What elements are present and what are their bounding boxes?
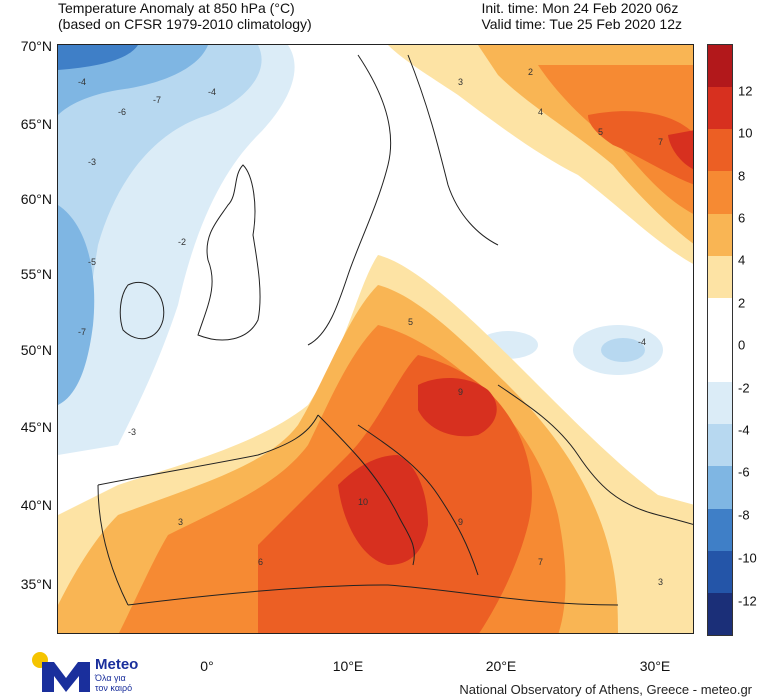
lat-label-40: 40°N [20, 497, 52, 513]
lat-label-50: 50°N [20, 342, 52, 358]
contour-label: 6 [258, 557, 263, 567]
init-time: Init. time: Mon 24 Feb 2020 06z [481, 0, 679, 16]
colorbar-segment [708, 45, 732, 88]
lat-label-55: 55°N [20, 266, 52, 282]
logo-sub-line-1: Όλα για [95, 673, 126, 683]
forecast-times: Init. time: Mon 24 Feb 2020 06z Valid ti… [481, 0, 682, 32]
colorbar-segment [708, 592, 732, 635]
logo-text: Meteo [95, 656, 139, 673]
contour-label: 9 [458, 387, 463, 397]
colorbar-segment [708, 466, 732, 509]
contour-label: 3 [658, 577, 663, 587]
title-line-2: (based on CFSR 1979-2010 climatology) [58, 16, 312, 32]
colorbar-segment [708, 424, 732, 467]
colorbar-segment [708, 171, 732, 214]
lon-label-0: 0° [200, 658, 214, 674]
colorbar-segment [708, 508, 732, 551]
colorbar-segment [708, 87, 732, 130]
colorbar [707, 44, 733, 636]
contour-label: 7 [658, 137, 663, 147]
colorbar-label: 0 [738, 337, 746, 353]
colorbar-label: -10 [738, 550, 757, 566]
contour-label: -5 [88, 257, 96, 267]
contour-label: 7 [538, 557, 543, 567]
colorbar-segment [708, 255, 732, 298]
contour-label: -3 [88, 157, 96, 167]
colorbar-segment [708, 550, 732, 593]
contour-label: 3 [178, 517, 183, 527]
contour-label: -4 [638, 337, 646, 347]
map-title: Temperature Anomaly at 850 hPa (°C) (bas… [58, 0, 312, 32]
lat-label-70: 70°N [20, 38, 52, 54]
colorbar-label: -2 [738, 380, 750, 396]
colorbar-label: -4 [738, 422, 750, 438]
lon-label-30e: 30°E [639, 658, 671, 674]
valid-time: Valid time: Tue 25 Feb 2020 12z [481, 16, 682, 32]
colorbar-label: 2 [738, 295, 746, 311]
contour-label: -2 [178, 237, 186, 247]
colorbar-segment [708, 129, 732, 172]
lon-label-10e: 10°E [332, 658, 364, 674]
lat-label-45: 45°N [20, 419, 52, 435]
title-line-1: Temperature Anomaly at 850 hPa (°C) [58, 0, 295, 16]
contour-label: 2 [528, 67, 533, 77]
colorbar-label: 8 [738, 168, 746, 184]
colorbar-label: -12 [738, 593, 757, 609]
credit-text: National Observatory of Athens, Greece -… [459, 682, 752, 697]
contour-label: -7 [153, 95, 161, 105]
logo-sub-line-2: τον καιρό [95, 683, 133, 693]
logo-subtitle: Όλα για τον καιρό [95, 673, 132, 693]
colorbar-segment [708, 213, 732, 256]
lat-label-35: 35°N [20, 576, 52, 592]
contour-label: -4 [208, 87, 216, 97]
contour-label: -7 [78, 327, 86, 337]
colorbar-segment [708, 297, 732, 340]
colorbar-label: -8 [738, 507, 750, 523]
contour-label: 3 [458, 77, 463, 87]
colorbar-segment [708, 339, 732, 383]
contour-label: -3 [128, 427, 136, 437]
contour-label: 4 [538, 107, 543, 117]
contour-label: 5 [598, 127, 603, 137]
contour-label: -6 [118, 107, 126, 117]
colorbar-label: 6 [738, 210, 746, 226]
colorbar-label: 12 [738, 83, 753, 99]
contour-label: 9 [458, 517, 463, 527]
anomaly-map[interactable]: -4 -6 -7 -4 -3 -5 -7 -3 -2 3 4 5 7 -4 5 … [57, 44, 694, 634]
lat-label-60: 60°N [20, 191, 52, 207]
lat-label-65: 65°N [20, 116, 52, 132]
meteo-logo [32, 652, 90, 692]
contour-label: -4 [78, 77, 86, 87]
contour-label: 5 [408, 317, 413, 327]
lon-label-20e: 20°E [485, 658, 517, 674]
contour-label: 10 [358, 497, 368, 507]
colorbar-label: 10 [738, 125, 753, 141]
colorbar-label: -6 [738, 464, 750, 480]
colorbar-label: 4 [738, 252, 746, 268]
anomaly-map-svg: -4 -6 -7 -4 -3 -5 -7 -3 -2 3 4 5 7 -4 5 … [58, 45, 693, 633]
colorbar-segment [708, 382, 732, 425]
